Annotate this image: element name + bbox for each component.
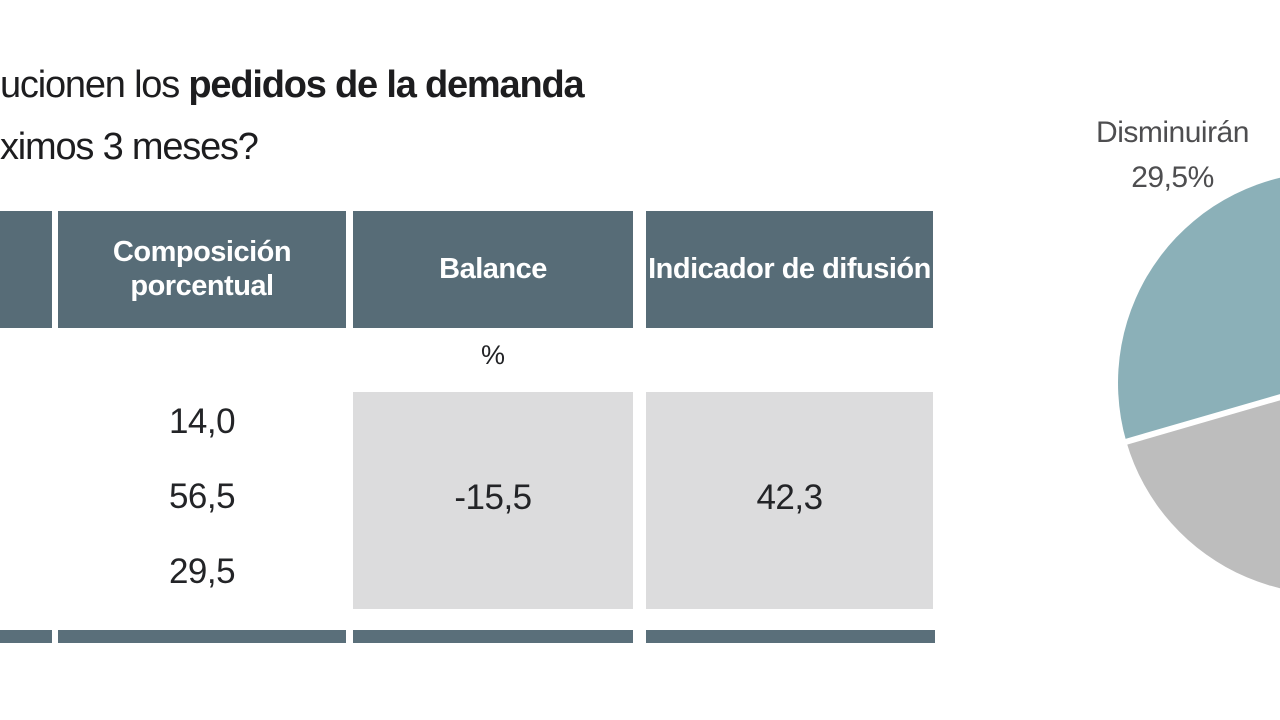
pie-label-name: Disminuirán	[1096, 116, 1249, 149]
table-bottom-bar-segment	[353, 630, 633, 643]
composicion-value-row3: 29,5	[168, 552, 236, 591]
pie-label-disminuiran: Disminuirán 29,5%	[1045, 110, 1280, 200]
composicion-value-row1: 14,0	[168, 402, 236, 441]
pie-slice-gray	[1126, 397, 1280, 589]
title-line-2: ximos 3 meses?	[0, 126, 259, 168]
table-header-cropped-cell	[0, 211, 52, 328]
table-header-difusion: Indicador de difusión	[646, 211, 933, 328]
difusion-cell-background	[646, 392, 933, 609]
table-bottom-bar-segment	[58, 630, 346, 643]
difusion-value: 42,3	[756, 478, 823, 517]
title-text-regular: ucionen los	[0, 64, 189, 106]
balance-value: -15,5	[454, 478, 532, 517]
table-header-balance: Balance	[353, 211, 633, 328]
table-bottom-bar-segment	[646, 630, 935, 643]
title-line-1: ucionen los pedidos de la demanda	[0, 64, 585, 107]
table-header-composicion-label: Composición porcentual	[112, 236, 292, 302]
balance-cell-background	[353, 392, 633, 609]
composicion-value-row2: 56,5	[168, 477, 236, 516]
pie-label-value: 29,5%	[1131, 161, 1214, 194]
table-bottom-bar-segment	[0, 630, 52, 643]
pie-slice-divider	[1121, 394, 1280, 446]
pie-slice-disminuiran	[1118, 177, 1280, 442]
table-header-balance-label: Balance	[439, 252, 547, 285]
table-header-composicion: Composición porcentual	[58, 211, 346, 328]
unit-percent-label: %	[480, 339, 505, 370]
title-text-bold: pedidos de la demanda	[188, 64, 584, 106]
table-header-difusion-label: Indicador de difusión	[648, 252, 931, 285]
